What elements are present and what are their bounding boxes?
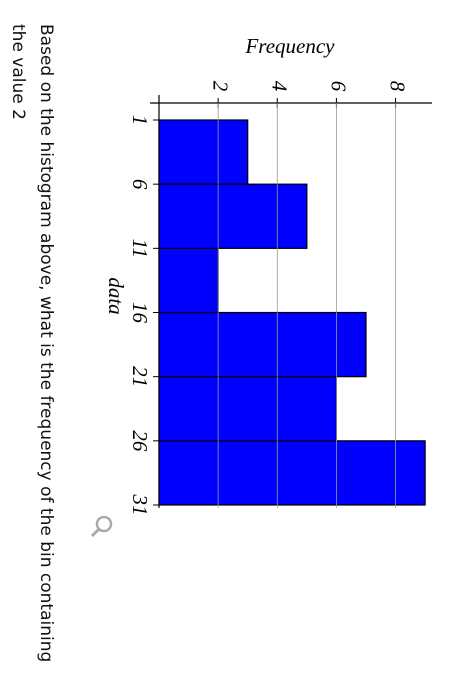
bar [158,247,219,314]
x-tick-label: 21 [128,366,152,387]
y-tick-label: 8 [386,81,410,92]
x-tick-label: 26 [128,430,152,452]
x-axis-label: data [104,277,128,314]
question-text: Based on the histogram above, what is th… [8,24,56,663]
y-axis-label: Frequency [244,34,335,58]
bar [158,440,426,506]
x-tick-label: 6 [128,179,152,190]
x-tick-label: 11 [128,239,152,258]
search-icon[interactable] [90,515,113,538]
x-tick-label: 16 [128,302,152,324]
x-tick-label: 31 [128,494,152,516]
y-tick-label: 6 [327,81,351,92]
bar [158,311,367,378]
bar [158,119,249,185]
bar [158,183,308,249]
y-tick-label: 4 [267,81,291,92]
x-tick-label: 1 [128,115,152,126]
y-tick-label: 2 [208,81,232,92]
bar [158,376,338,442]
